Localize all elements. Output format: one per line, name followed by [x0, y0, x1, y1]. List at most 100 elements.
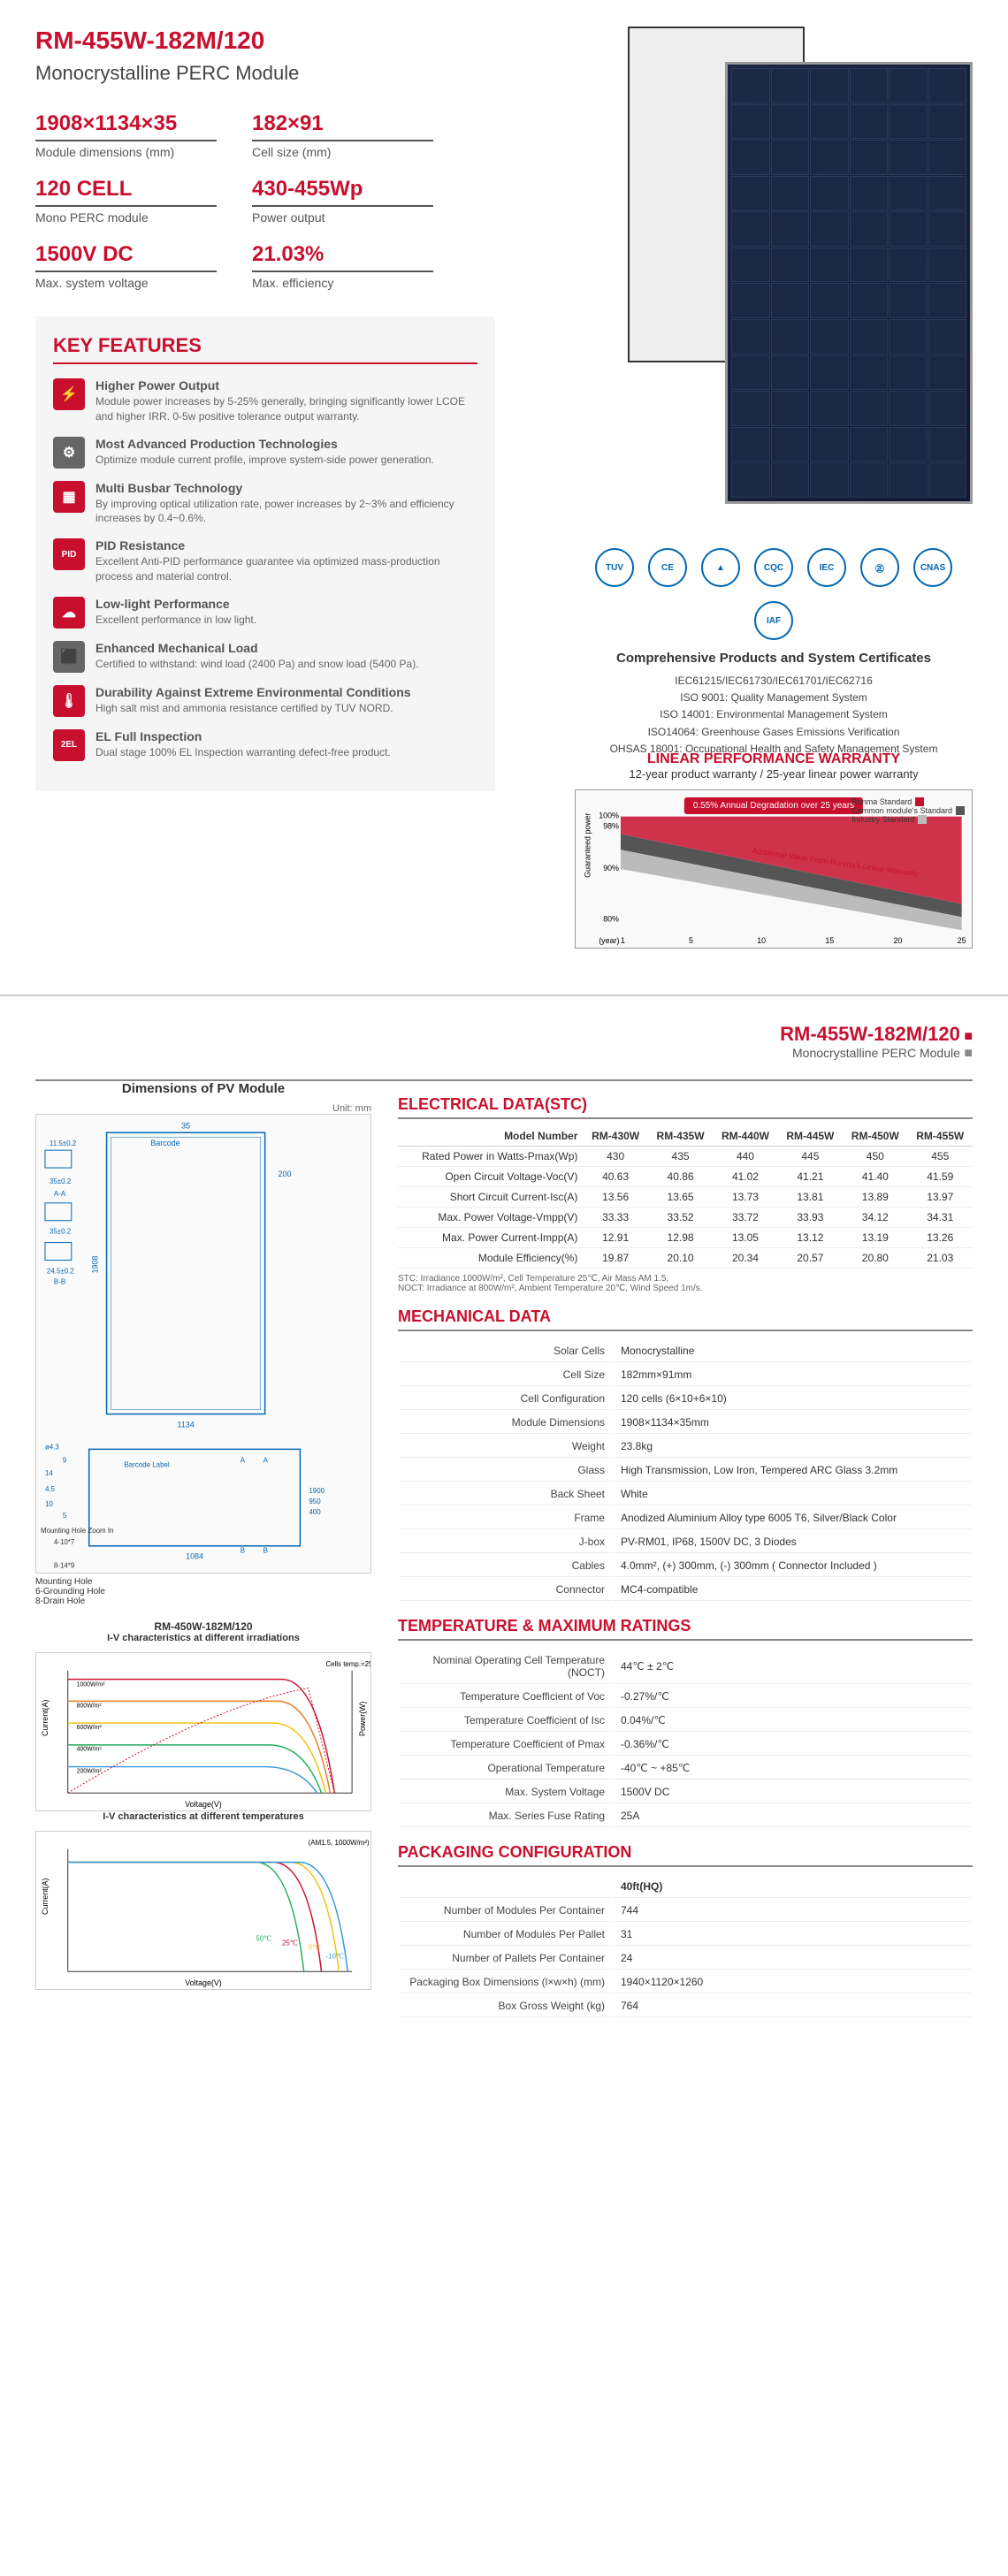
- svg-text:15: 15: [825, 936, 834, 945]
- svg-text:600W/m²: 600W/m²: [77, 1725, 103, 1731]
- svg-text:200: 200: [279, 1170, 292, 1178]
- svg-text:25℃: 25℃: [282, 1939, 298, 1947]
- svg-text:98%: 98%: [603, 822, 619, 831]
- feature-title: Durability Against Extreme Environmental…: [95, 685, 411, 699]
- svg-text:5: 5: [63, 1512, 67, 1520]
- svg-text:25: 25: [958, 936, 966, 945]
- packaging-title: PACKAGING CONFIGURATION: [398, 1843, 973, 1867]
- feature-icon: ▦: [53, 481, 85, 513]
- svg-text:A: A: [241, 1456, 246, 1464]
- cert-section: TUVCE▲CQCIEC㊣CNASIAF Comprehensive Produ…: [575, 548, 973, 758]
- svg-text:Cells temp.=25℃: Cells temp.=25℃: [325, 1660, 370, 1668]
- svg-text:1084: 1084: [186, 1551, 203, 1560]
- svg-text:800W/m²: 800W/m²: [77, 1703, 103, 1709]
- panel-front: [725, 62, 973, 504]
- svg-text:400: 400: [309, 1508, 321, 1516]
- svg-text:Barcode: Barcode: [150, 1139, 179, 1147]
- feature-desc: Excellent performance in low light.: [95, 613, 256, 628]
- svg-text:Barcode Label: Barcode Label: [124, 1460, 169, 1468]
- page2-header: RM-455W-182M/120 ■ Monocrystalline PERC …: [35, 1023, 973, 1062]
- svg-text:Power(W): Power(W): [358, 1701, 367, 1735]
- feature-icon: 🌡: [53, 685, 85, 717]
- feature-desc: By improving optical utilization rate, p…: [95, 497, 477, 527]
- warranty-title: LINEAR PERFORMANCE WARRANTY: [575, 751, 973, 767]
- feature-title: EL Full Inspection: [95, 729, 391, 743]
- warranty-chart: 0.55% Annual Degradation over 25 years 1…: [575, 789, 973, 949]
- page-1: RM-455W-182M/120 Monocrystalline PERC Mo…: [0, 0, 1008, 818]
- svg-text:14: 14: [45, 1469, 53, 1477]
- temp-table: Nominal Operating Cell Temperature (NOCT…: [398, 1648, 973, 1829]
- svg-text:1908: 1908: [91, 1255, 100, 1273]
- svg-text:4-10*7: 4-10*7: [54, 1538, 75, 1546]
- svg-text:4.8%: 4.8%: [964, 901, 972, 910]
- svg-text:10: 10: [45, 1500, 53, 1508]
- page2-sub: Monocrystalline PERC Module: [792, 1046, 960, 1060]
- svg-text:A: A: [263, 1456, 269, 1464]
- warranty-section: LINEAR PERFORMANCE WARRANTY 12-year prod…: [575, 751, 973, 949]
- svg-text:ø4.3: ø4.3: [45, 1443, 59, 1451]
- svg-text:Mounting Hole Zoom In: Mounting Hole Zoom In: [41, 1527, 114, 1535]
- spec-value: 21.03%: [252, 242, 433, 267]
- svg-text:B: B: [263, 1547, 268, 1555]
- spec-value: 430-455Wp: [252, 177, 433, 202]
- mechanical-table: Solar CellsMonocrystallineCell Size182mm…: [398, 1338, 973, 1603]
- feature-desc: Excellent Anti-PID performance guarantee…: [95, 554, 477, 584]
- electrical-note: STC: Irradiance 1000W/m², Cell Temperatu…: [398, 1274, 973, 1293]
- electrical-table: Model NumberRM-430WRM-435WRM-440WRM-445W…: [398, 1126, 973, 1269]
- spec-value: 1500V DC: [35, 242, 217, 267]
- feature-desc: Optimize module current profile, improve…: [95, 453, 434, 468]
- features-title: KEY FEATURES: [53, 334, 477, 364]
- svg-text:5: 5: [689, 936, 693, 945]
- cert-logo: CNAS: [913, 548, 952, 587]
- left-col: Dimensions of PV Module Unit: mm 35 Barc…: [35, 1081, 371, 2019]
- cert-logo: CQC: [754, 548, 793, 587]
- svg-text:400W/m²: 400W/m²: [77, 1747, 103, 1753]
- spec-value: 1908×1134×35: [35, 111, 217, 136]
- svg-text:B-B: B-B: [54, 1277, 65, 1285]
- svg-text:24.5±0.2: 24.5±0.2: [47, 1267, 74, 1275]
- cert-logo: CE: [648, 548, 687, 587]
- cert-logo: IAF: [754, 601, 793, 640]
- svg-text:(year): (year): [599, 936, 619, 945]
- svg-text:Guaranteed power: Guaranteed power: [583, 812, 592, 878]
- cert-list: IEC61215/IEC61730/IEC61701/IEC62716ISO 9…: [575, 673, 973, 758]
- spec-label: Module dimensions (mm): [35, 145, 217, 159]
- feature-title: Multi Busbar Technology: [95, 481, 477, 495]
- svg-text:Current(A): Current(A): [41, 1699, 50, 1735]
- features-list: ⚡Higher Power OutputModule power increas…: [53, 378, 477, 761]
- iv2-chart: (AM1.5, 1000W/m²) 50℃ 25℃ 0℃ -10℃ Voltag…: [35, 1831, 371, 1990]
- svg-text:1000W/m²: 1000W/m²: [77, 1681, 106, 1688]
- svg-text:1900: 1900: [309, 1487, 325, 1495]
- feature-title: PID Resistance: [95, 538, 477, 553]
- feature-desc: Certified to withstand: wind load (2400 …: [95, 657, 419, 672]
- feature-icon: ⚙: [53, 437, 85, 469]
- svg-text:35±0.2: 35±0.2: [50, 1177, 72, 1185]
- svg-text:(AM1.5, 1000W/m²): (AM1.5, 1000W/m²): [309, 1839, 370, 1847]
- dim-drawing: 35 Barcode 200 1908 1134 11.5±0.2 35±0.2…: [35, 1114, 371, 1574]
- cert-title: Comprehensive Products and System Certif…: [575, 651, 973, 666]
- temp-title: TEMPERATURE & MAXIMUM RATINGS: [398, 1617, 973, 1641]
- svg-text:200W/m²: 200W/m²: [77, 1768, 103, 1774]
- iv1-model: RM-450W-182M/120: [35, 1620, 371, 1633]
- features-box: KEY FEATURES ⚡Higher Power OutputModule …: [35, 316, 495, 791]
- svg-text:0℃: 0℃: [309, 1943, 320, 1951]
- spec-value: 182×91: [252, 111, 433, 136]
- feature-desc: High salt mist and ammonia resistance ce…: [95, 701, 411, 716]
- svg-text:80%: 80%: [603, 914, 619, 923]
- iv1-title: I-V characteristics at different irradia…: [35, 1633, 371, 1643]
- cert-logos: TUVCE▲CQCIEC㊣CNASIAF: [575, 548, 973, 640]
- svg-text:B: B: [241, 1547, 245, 1555]
- svg-text:35±0.2: 35±0.2: [50, 1227, 72, 1235]
- feature-desc: Dual stage 100% EL Inspection warranting…: [95, 745, 391, 760]
- cert-logo: ㊣: [860, 548, 899, 587]
- warranty-sub: 12-year product warranty / 25-year linea…: [575, 767, 973, 781]
- feature-title: Most Advanced Production Technologies: [95, 437, 434, 451]
- svg-text:1: 1: [621, 936, 625, 945]
- svg-text:20: 20: [893, 936, 902, 945]
- svg-text:90%: 90%: [603, 864, 619, 873]
- feature-title: Higher Power Output: [95, 378, 477, 392]
- svg-text:Voltage(V): Voltage(V): [185, 1978, 221, 1987]
- svg-text:11.5±0.2: 11.5±0.2: [50, 1139, 77, 1147]
- spec-label: Power output: [252, 210, 433, 225]
- page-2: RM-455W-182M/120 ■ Monocrystalline PERC …: [0, 995, 1008, 2046]
